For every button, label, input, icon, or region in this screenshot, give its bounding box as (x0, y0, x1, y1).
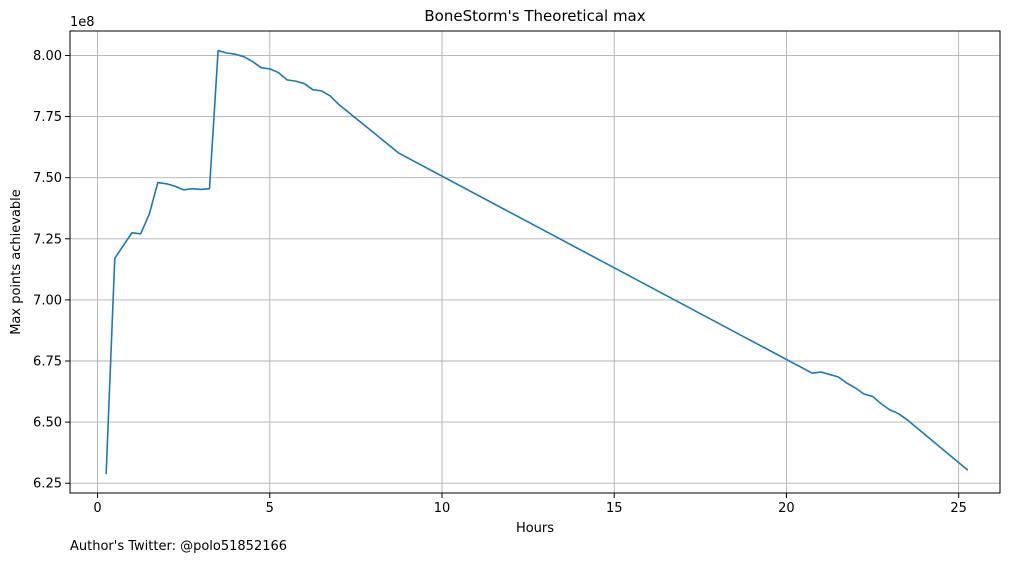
series-layer (105, 49, 969, 475)
axes-frame (69, 30, 1001, 494)
y-tick-label: 7.50 (33, 171, 62, 186)
y-tick-label: 7.25 (33, 232, 62, 247)
series-line (105, 49, 969, 475)
x-axis-title: Hours (516, 521, 554, 536)
x-tick-label: 15 (606, 501, 623, 516)
y-tick-label: 6.75 (33, 355, 62, 370)
y-tick-label: 6.50 (33, 416, 62, 431)
x-tick-label: 0 (93, 501, 101, 516)
y-offset-label: 1e8 (70, 15, 95, 30)
x-tick-label: 20 (778, 501, 795, 516)
grid-lines (70, 31, 1000, 493)
y-tick-label: 8.00 (33, 49, 62, 64)
y-axis-title: Max points achievable (9, 189, 24, 335)
tick-labels: 0 5 10 15 20 25 6.25 6.50 6.75 7.00 7.25 7.50 7.75 8.… (33, 49, 967, 516)
x-tick-label: 10 (434, 501, 451, 516)
chart-title: BoneStorm's Theoretical max (424, 7, 645, 25)
tick-marks (65, 54, 960, 498)
footer-note: Author's Twitter: @polo51852166 (70, 539, 287, 554)
x-tick-label: 25 (950, 501, 967, 516)
x-tick-label: 5 (266, 501, 274, 516)
y-tick-label: 7.00 (33, 293, 62, 308)
y-tick-label: 7.75 (33, 110, 62, 125)
y-tick-label: 6.25 (33, 477, 62, 492)
